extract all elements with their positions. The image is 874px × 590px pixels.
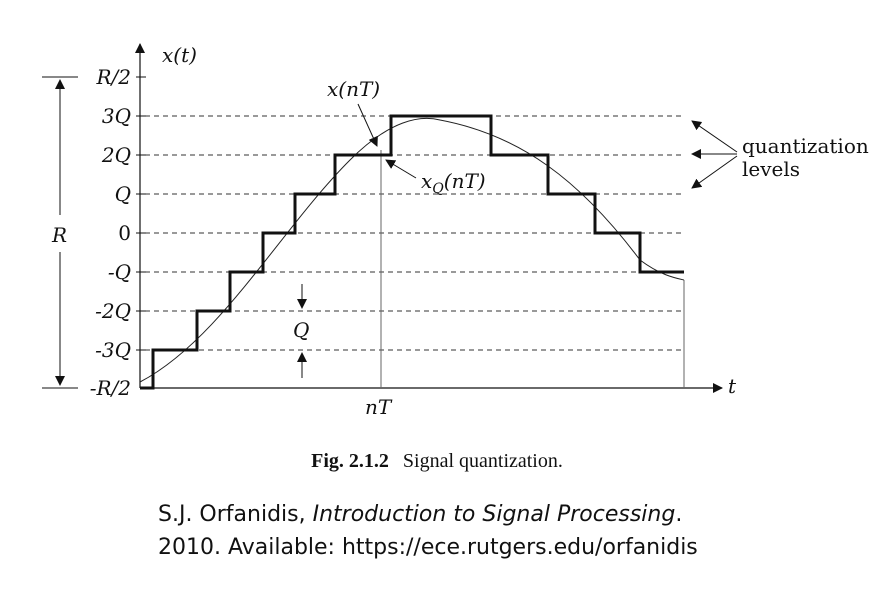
quantization-levels-label-line1: quantization xyxy=(742,134,869,158)
signal-pointer-arrow xyxy=(357,103,378,147)
y-axis-label: x(t) xyxy=(162,43,197,67)
level-label-neg-3q: -3Q xyxy=(95,338,131,362)
quantization-level-arrows xyxy=(691,120,738,189)
source-citation: S.J. Orfanidis, Introduction to Signal P… xyxy=(158,498,858,564)
figure-caption: Fig. 2.1.2 Signal quantization. xyxy=(0,450,874,473)
level-label-r-half: R/2 xyxy=(95,65,131,89)
step-size-label: Q xyxy=(293,318,309,342)
quantized-staircase xyxy=(140,114,684,390)
y-axis-ticks xyxy=(136,76,146,351)
level-label-neg-2q: -2Q xyxy=(95,299,131,323)
quantized-pointer-arrow xyxy=(385,159,417,179)
quantized-label: xQ(nT) xyxy=(421,169,486,197)
citation-author: S.J. Orfanidis, xyxy=(158,502,313,527)
level-label-neg-q: -Q xyxy=(108,260,131,284)
level-label-3q: 3Q xyxy=(102,104,131,128)
quantization-levels-label-line2: levels xyxy=(742,157,800,181)
citation-line-2: 2010. Available: https://ece.rutgers.edu… xyxy=(158,535,698,560)
level-labels: R/2 3Q 2Q Q 0 -Q -2Q -3Q -R/2 xyxy=(90,65,131,400)
figure-number: Fig. 2.1.2 xyxy=(311,450,389,472)
level-label-neg-r-half: -R/2 xyxy=(90,376,131,400)
level-label-2q: 2Q xyxy=(101,143,131,167)
sample-time-label: nT xyxy=(365,395,393,419)
citation-title: Introduction to Signal Processing xyxy=(312,502,676,527)
range-label: R xyxy=(51,223,67,247)
quantization-level-lines xyxy=(136,115,684,351)
quantization-diagram: x(t) R/2 3Q 2Q Q 0 -Q -2Q -3Q -R/2 R Q n… xyxy=(42,43,869,419)
figure-caption-text: Signal quantization. xyxy=(402,450,563,472)
level-label-zero: 0 xyxy=(118,221,131,245)
citation-title-suffix: . xyxy=(675,502,683,527)
signal-label: x(nT) xyxy=(327,77,380,101)
citation-line-1: S.J. Orfanidis, Introduction to Signal P… xyxy=(158,498,858,531)
level-label-q: Q xyxy=(115,182,131,206)
analog-signal-curve xyxy=(139,117,685,383)
x-axis-label: t xyxy=(728,374,737,398)
